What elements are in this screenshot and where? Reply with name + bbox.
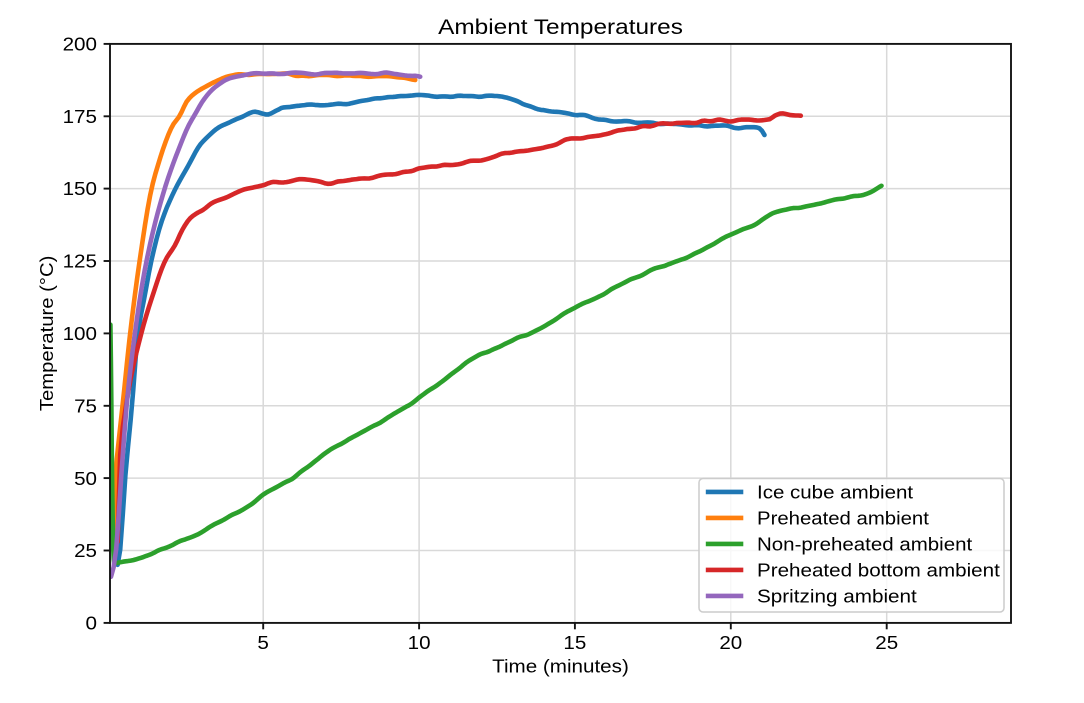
svg-text:200: 200 [63,35,97,55]
svg-text:25: 25 [74,541,97,561]
svg-text:15: 15 [563,633,586,653]
svg-text:Ice cube ambient: Ice cube ambient [757,483,913,503]
svg-text:0: 0 [86,614,98,634]
svg-text:100: 100 [63,324,97,344]
svg-text:150: 150 [63,179,97,199]
svg-text:Time (minutes): Time (minutes) [492,657,629,677]
svg-text:75: 75 [74,396,97,416]
svg-text:Ambient Temperatures: Ambient Temperatures [438,15,683,39]
svg-text:175: 175 [63,107,97,127]
svg-text:10: 10 [408,633,431,653]
svg-text:25: 25 [875,633,898,653]
svg-text:Spritzing ambient: Spritzing ambient [757,587,917,607]
svg-text:Temperature (°C): Temperature (°C) [37,256,57,411]
svg-text:125: 125 [63,252,97,272]
svg-text:20: 20 [719,633,742,653]
svg-text:Non-preheated ambient: Non-preheated ambient [757,535,972,555]
svg-text:50: 50 [74,469,97,489]
svg-text:Preheated ambient: Preheated ambient [757,509,929,529]
svg-text:5: 5 [257,633,269,653]
svg-text:Preheated bottom ambient: Preheated bottom ambient [757,561,1000,581]
